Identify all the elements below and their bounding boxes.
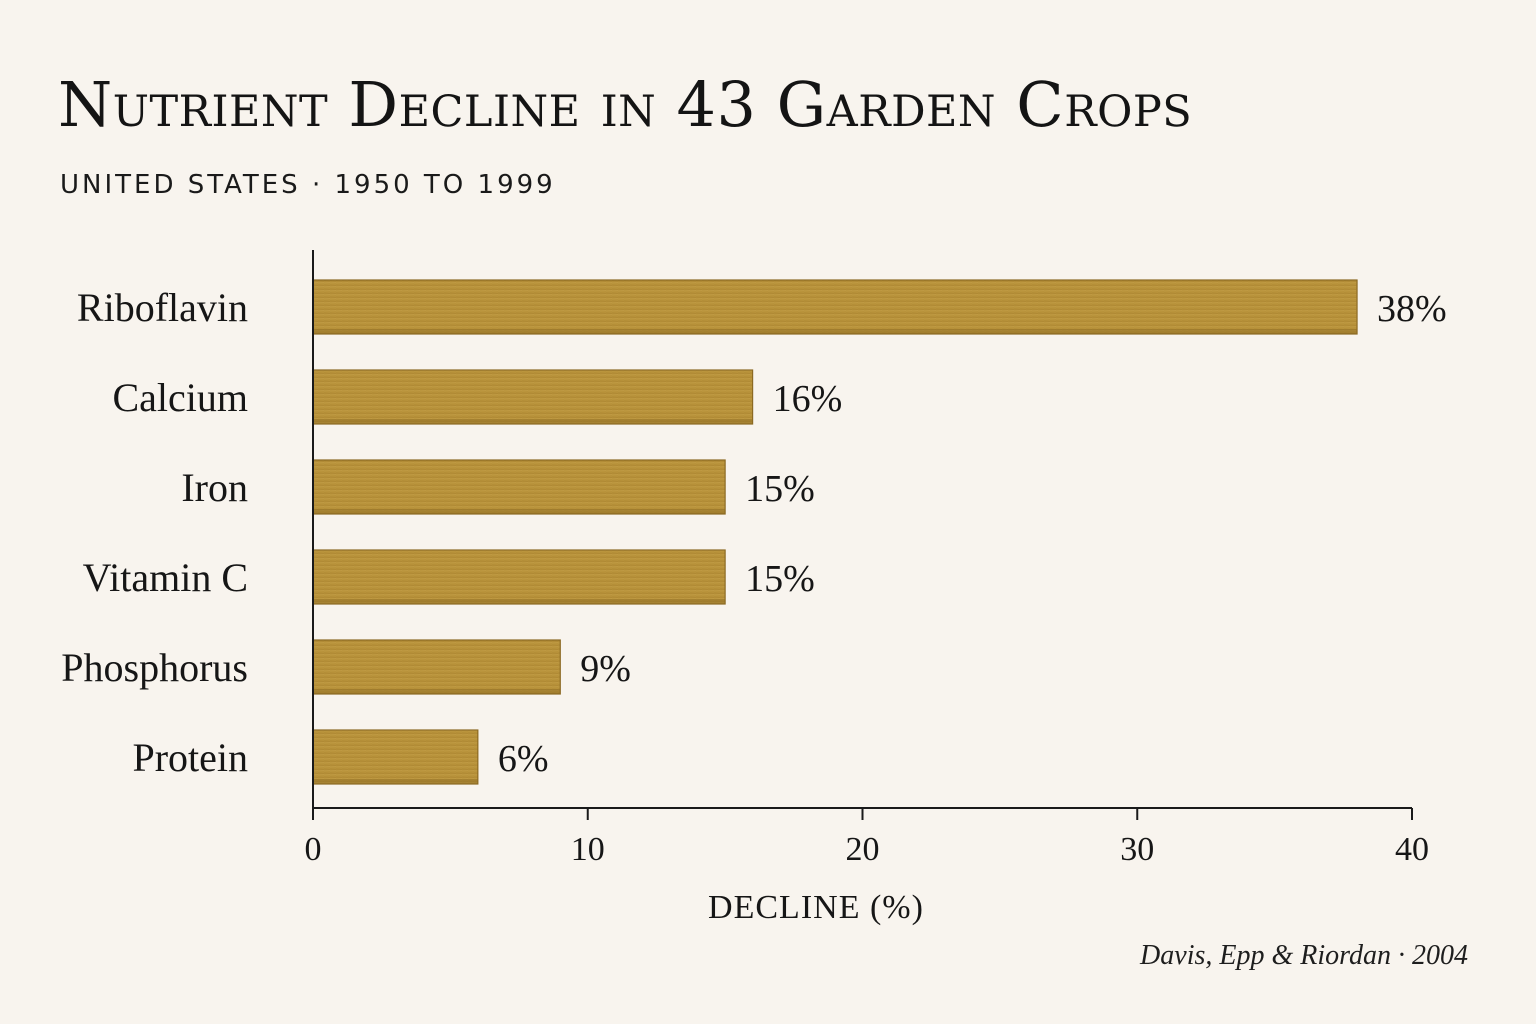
x-tick-label: 40 <box>1395 831 1429 868</box>
value-label: 9% <box>580 648 631 690</box>
x-tick-label: 0 <box>305 831 322 868</box>
value-label: 15% <box>745 468 815 510</box>
value-label: 38% <box>1377 288 1447 330</box>
bar-iron <box>312 459 726 515</box>
bar-protein <box>312 729 479 785</box>
bar-calcium <box>312 369 754 425</box>
bar-riboflavin <box>312 279 1358 335</box>
bar-shadow <box>313 599 726 604</box>
value-label: 6% <box>498 738 549 780</box>
bar-shadow <box>313 509 726 514</box>
category-label: Calcium <box>112 375 248 420</box>
x-tick-label: 30 <box>1120 831 1154 868</box>
source-citation: Davis, Epp & Riordan · 2004 <box>1140 940 1468 971</box>
category-label: Iron <box>181 465 248 510</box>
x-axis-title: DECLINE (%) <box>708 889 924 926</box>
chart-title: Nutrient Decline in 43 Garden Crops <box>58 68 1193 141</box>
bar-phosphorus <box>312 639 561 695</box>
x-tick-label: 20 <box>846 831 880 868</box>
category-label: Protein <box>132 735 248 780</box>
category-label: Vitamin C <box>83 555 248 600</box>
value-label: 16% <box>773 378 843 420</box>
bar-shadow <box>313 689 561 694</box>
category-label: Riboflavin <box>77 285 248 330</box>
bars-group: Riboflavin 38% Calcium 16% Iron 15% Vitamin C 1… <box>61 279 1447 785</box>
bar-vitamin-c <box>312 549 726 605</box>
bar-shadow <box>313 419 753 424</box>
chart-subtitle: UNITED STATES · 1950 TO 1999 <box>60 170 556 200</box>
axes-group: 0 10 20 30 40 <box>305 250 1429 868</box>
category-label: Phosphorus <box>61 645 248 690</box>
bar-shadow <box>313 779 478 784</box>
bar-shadow <box>313 329 1358 334</box>
x-tick-label: 10 <box>571 831 605 868</box>
value-label: 15% <box>745 558 815 600</box>
